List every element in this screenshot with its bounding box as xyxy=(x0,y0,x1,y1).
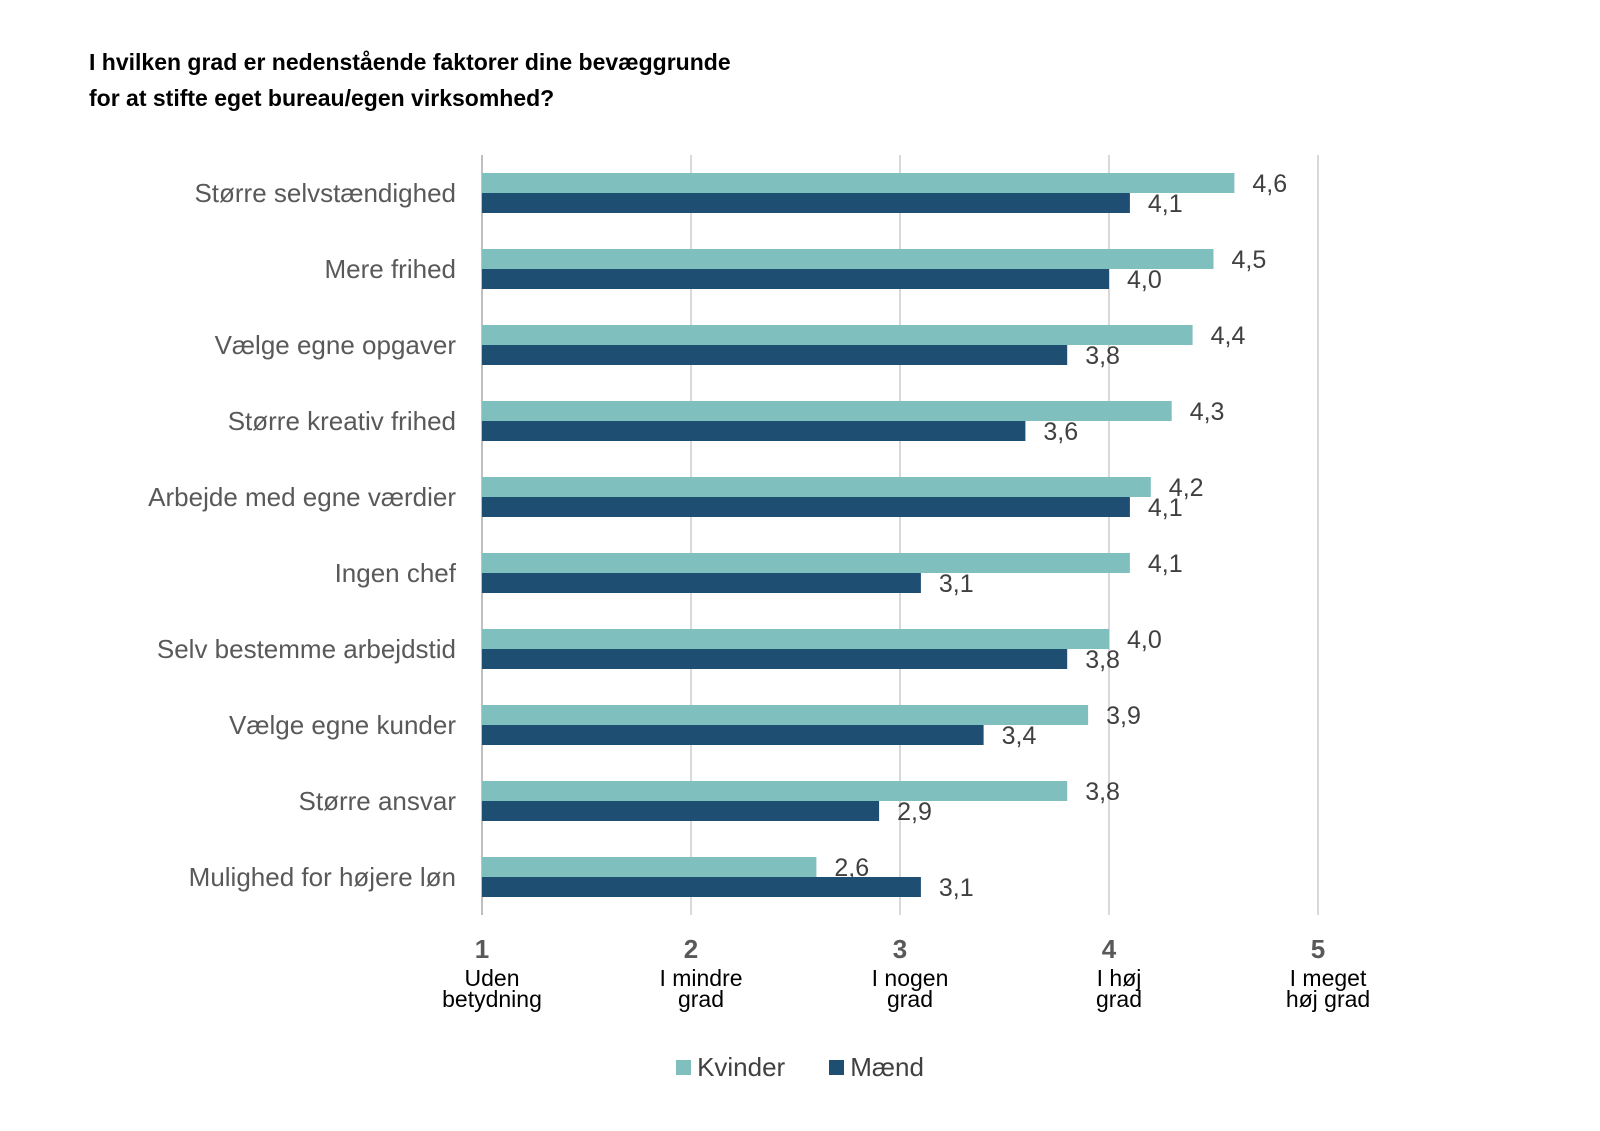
category-label: Større ansvar xyxy=(299,786,457,816)
data-label-maend: 3,4 xyxy=(1002,722,1037,750)
legend-swatch-kvinder xyxy=(676,1060,692,1075)
x-tick-label: grad xyxy=(887,986,933,1012)
legend-label-maend: Mænd xyxy=(850,1052,924,1082)
bar-kvinder xyxy=(482,781,1068,801)
x-tick-label: I høj xyxy=(1097,965,1142,991)
x-tick-label: høj grad xyxy=(1286,986,1370,1012)
legend-item-kvinder: Kvinder xyxy=(676,1052,785,1083)
legend-item-maend: Mænd xyxy=(829,1052,924,1083)
data-label-maend: 4,1 xyxy=(1148,190,1183,218)
chart-title-line-2: for at stifte eget bureau/egen virksomhe… xyxy=(89,85,555,111)
x-tick-label: I meget xyxy=(1290,965,1367,991)
x-tick-label: betydning xyxy=(442,986,542,1012)
bar-kvinder xyxy=(482,857,817,877)
bar-kvinder xyxy=(482,477,1151,497)
category-label: Selv bestemme arbejdstid xyxy=(157,634,456,664)
chart-title: I hvilken grad er nedenstående faktorer … xyxy=(89,44,989,116)
bar-kvinder xyxy=(482,401,1172,421)
category-label: Større kreativ frihed xyxy=(228,406,456,436)
x-tick-number: 2 xyxy=(684,934,698,964)
legend-label-kvinder: Kvinder xyxy=(697,1052,786,1082)
x-tick-label: grad xyxy=(1096,986,1142,1012)
data-label-kvinder: 4,4 xyxy=(1211,322,1246,350)
x-tick-label: Uden xyxy=(465,965,520,991)
data-label-maend: 4,0 xyxy=(1127,266,1162,294)
data-label-kvinder: 4,0 xyxy=(1127,626,1162,654)
data-label-maend: 3,8 xyxy=(1085,342,1120,370)
data-label-maend: 3,1 xyxy=(939,570,974,598)
category-label: Mulighed for højere løn xyxy=(189,862,456,892)
bar-kvinder xyxy=(482,629,1109,649)
bar-kvinder xyxy=(482,705,1089,725)
x-tick-number: 1 xyxy=(475,934,489,964)
chart-legend: Kvinder Mænd xyxy=(0,1052,1600,1083)
data-label-kvinder: 4,3 xyxy=(1190,398,1225,426)
data-label-kvinder: 4,6 xyxy=(1252,170,1287,198)
category-label: Større selvstændighed xyxy=(194,178,456,208)
x-tick-number: 3 xyxy=(893,934,907,964)
data-label-maend: 2,9 xyxy=(897,798,932,826)
chart-title-line-1: I hvilken grad er nedenstående faktorer … xyxy=(89,49,731,75)
bar-maend xyxy=(482,497,1130,517)
data-label-kvinder: 3,9 xyxy=(1106,702,1141,730)
bar-maend xyxy=(482,725,984,745)
category-label: Arbejde med egne værdier xyxy=(148,482,456,512)
bar-maend xyxy=(482,193,1130,213)
data-label-kvinder: 4,1 xyxy=(1148,550,1183,578)
category-label: Vælge egne kunder xyxy=(229,710,456,740)
bar-kvinder xyxy=(482,173,1235,193)
x-tick-label: grad xyxy=(678,986,724,1012)
bar-maend xyxy=(482,801,880,821)
bar-maend xyxy=(482,877,921,897)
bar-maend xyxy=(482,573,921,593)
bar-kvinder xyxy=(482,249,1214,269)
legend-swatch-maend xyxy=(829,1060,845,1075)
bar-maend xyxy=(482,421,1026,441)
x-tick-label: I nogen xyxy=(872,965,949,991)
x-tick-number: 5 xyxy=(1311,934,1325,964)
data-label-kvinder: 4,2 xyxy=(1169,474,1204,502)
bar-maend xyxy=(482,269,1109,289)
category-label: Vælge egne opgaver xyxy=(215,330,457,360)
bar-kvinder xyxy=(482,553,1130,573)
category-label: Mere frihed xyxy=(325,254,457,284)
bar-maend xyxy=(482,345,1068,365)
data-label-maend: 3,1 xyxy=(939,874,974,902)
data-label-kvinder: 3,8 xyxy=(1085,778,1120,806)
bar-kvinder xyxy=(482,325,1193,345)
data-label-maend: 3,8 xyxy=(1085,646,1120,674)
data-label-maend: 4,1 xyxy=(1148,494,1183,522)
category-label: Ingen chef xyxy=(335,558,457,588)
bar-maend xyxy=(482,649,1068,669)
data-label-kvinder: 4,5 xyxy=(1232,246,1267,274)
x-tick-number: 4 xyxy=(1102,934,1117,964)
x-tick-label: I mindre xyxy=(659,965,742,991)
data-label-maend: 3,6 xyxy=(1043,418,1078,446)
